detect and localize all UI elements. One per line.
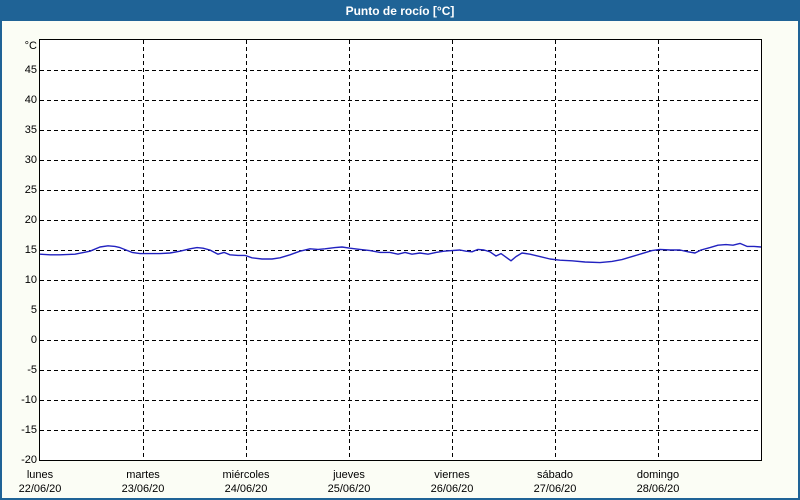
y-tick-label: 10 xyxy=(24,274,37,286)
x-date-label: 23/06/20 xyxy=(121,483,165,495)
x-date-label: 26/06/20 xyxy=(430,483,474,495)
y-tick-label: -10 xyxy=(21,394,37,406)
window-title: Punto de rocío [°C] xyxy=(345,4,455,18)
x-date-label: 22/06/20 xyxy=(18,483,62,495)
y-tick-label: 35 xyxy=(24,124,37,136)
x-day-label: jueves xyxy=(333,469,365,481)
x-day-label: miércoles xyxy=(222,469,270,481)
y-tick-label: 5 xyxy=(30,304,37,316)
x-date-label: 28/06/20 xyxy=(636,483,680,495)
y-tick-label: -15 xyxy=(21,424,37,436)
x-day-label: lunes xyxy=(26,469,54,481)
y-tick-label: 45 xyxy=(24,64,37,76)
y-tick-label: 20 xyxy=(24,214,37,226)
plot-box xyxy=(39,39,762,461)
x-date-label: 27/06/20 xyxy=(533,483,577,495)
x-date-label: 25/06/20 xyxy=(327,483,371,495)
x-day-label: viernes xyxy=(434,469,470,481)
x-day-label: domingo xyxy=(636,469,680,481)
x-day-label: martes xyxy=(126,469,160,481)
y-tick-label: 40 xyxy=(24,94,37,106)
titlebar: Punto de rocío [°C] xyxy=(2,2,798,21)
y-tick-label: -5 xyxy=(27,364,37,376)
y-tick-label: 15 xyxy=(24,244,37,256)
y-tick-label: 0 xyxy=(30,334,37,346)
y-tick-label: 25 xyxy=(24,184,37,196)
plot-svg xyxy=(40,40,761,460)
x-day-label: sábado xyxy=(536,469,574,481)
y-tick-label: -20 xyxy=(21,454,37,466)
y-axis-unit-label: °C xyxy=(24,40,37,52)
y-tick-label: 30 xyxy=(24,154,37,166)
dew-point-line xyxy=(40,242,761,264)
x-date-label: 24/06/20 xyxy=(224,483,268,495)
